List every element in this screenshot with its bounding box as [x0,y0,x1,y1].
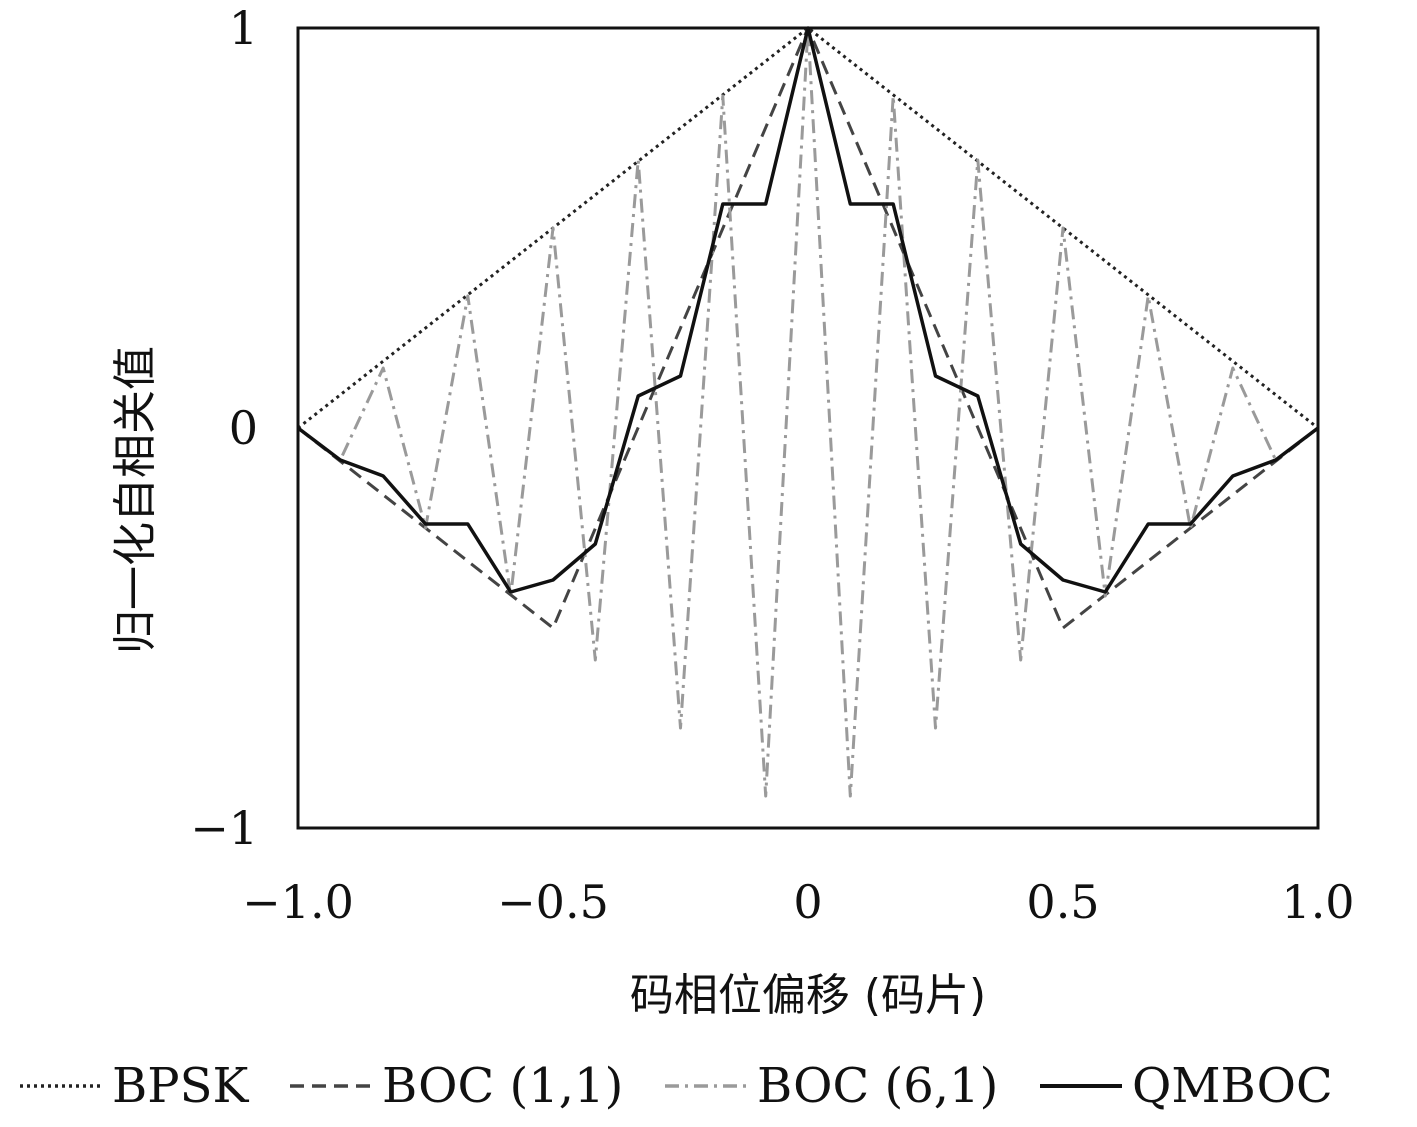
x-tick-label: −0.5 [497,875,609,929]
y-axis-label: 归一化自相关值 [110,346,161,654]
y-tick-label: 0 [229,401,258,455]
series-line-bpsk [297,26,1319,430]
series-line-qmboc [296,26,1320,594]
tick-layer: −1.0 −0.5 0 0.5 1.0 1 0 −1 [190,1,1354,929]
y-tick-label: −1 [190,801,258,855]
x-axis-label: 码相位偏移 (码片) [630,970,986,1021]
x-tick-label: 1.0 [1281,875,1354,929]
y-tick-label: 1 [229,1,258,55]
series-layer [296,26,1320,798]
legend-label-bpsk: BPSK [112,1058,249,1114]
legend-label-boc-1-1: BOC (1,1) [382,1058,623,1114]
legend: BPSK BOC (1,1) BOC (6,1) QMBOC [20,1058,1333,1114]
x-tick-label: 0 [793,875,822,929]
legend-label-qmboc: QMBOC [1132,1058,1333,1114]
plot-frame [296,26,1320,830]
legend-label-boc-6-1: BOC (6,1) [757,1058,998,1114]
series-line-boc-6-1 [297,26,1319,798]
series-line-boc-1-1 [297,26,1319,630]
x-tick-label: −1.0 [242,875,354,929]
x-tick-label: 0.5 [1026,875,1099,929]
